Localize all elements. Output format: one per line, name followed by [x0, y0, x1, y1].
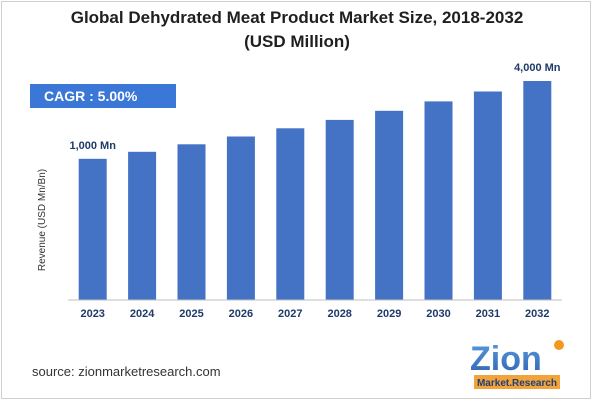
bar-2028 — [325, 119, 354, 301]
x-tick-label: 2023 — [80, 308, 104, 320]
x-tick-label: 2031 — [476, 308, 500, 320]
bar-2026 — [226, 136, 255, 300]
data-label: 4,000 Mn — [514, 62, 561, 74]
source-text: source: zionmarketresearch.com — [32, 364, 221, 379]
cagr-badge: CAGR : 5.00% — [30, 84, 176, 108]
logo-name: Zion — [470, 340, 542, 378]
chart-title-line1: Global Dehydrated Meat Product Market Si… — [70, 8, 524, 27]
bar-2027 — [276, 128, 305, 300]
logo-tagline: Market.Research — [477, 378, 557, 389]
x-tick-label: 2025 — [179, 308, 203, 320]
logo-orange-dot — [554, 340, 564, 350]
zion-logo: Zion Market.Research — [470, 340, 564, 389]
bar-2030 — [424, 101, 453, 301]
x-tick-label: 2028 — [327, 308, 351, 320]
x-tick-label: 2032 — [525, 308, 549, 320]
x-tick-label: 2027 — [278, 308, 302, 320]
logo-tagline-bg — [474, 375, 560, 389]
chart-title: Global Dehydrated Meat Product Market Si… — [0, 6, 594, 54]
x-tick-label: 2026 — [229, 308, 253, 320]
bar-2024 — [128, 151, 157, 300]
bar-2023 — [78, 158, 107, 300]
data-label: 1,000 Mn — [69, 140, 116, 152]
bar-2025 — [177, 144, 206, 300]
chart-title-line2: (USD Million) — [244, 32, 350, 51]
x-tick-label: 2029 — [377, 308, 401, 320]
x-tick-label: 2024 — [130, 308, 155, 320]
bar-2031 — [473, 91, 502, 300]
bar-2029 — [375, 110, 404, 300]
bar-2032 — [523, 81, 552, 300]
x-tick-label: 2030 — [426, 308, 450, 320]
